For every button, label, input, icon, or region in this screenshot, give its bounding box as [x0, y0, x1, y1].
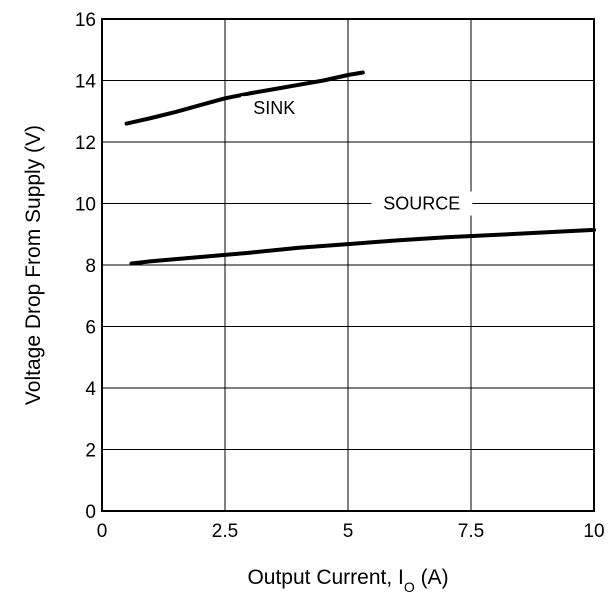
- grid: [101, 18, 595, 512]
- y-tick-label: 8: [85, 256, 96, 277]
- x-tick-label: 5: [343, 521, 354, 542]
- y-tick-labels: 0 2 4 6 8 10 12 14 16: [75, 10, 97, 523]
- y-tick-label: 16: [75, 10, 96, 31]
- plot-frame: [101, 18, 595, 512]
- y-tick-label: 0: [85, 502, 96, 523]
- series-label-source: SOURCE: [383, 194, 460, 214]
- x-tick-label: 7.5: [458, 521, 484, 542]
- x-axis-label: Output Current, IO (A): [247, 566, 448, 595]
- y-tick-label: 14: [75, 72, 97, 93]
- x-tick-labels: 0 2.5 5 7.5 10: [97, 521, 605, 542]
- x-tick-label: 2.5: [212, 521, 238, 542]
- y-tick-label: 6: [85, 318, 96, 339]
- y-tick-label: 2: [85, 441, 96, 462]
- series-label-background: [241, 96, 308, 121]
- x-tick-label: 10: [583, 521, 604, 542]
- y-tick-label: 4: [85, 379, 96, 400]
- series-label-background: [371, 191, 473, 216]
- y-tick-label: 12: [75, 133, 96, 154]
- y-tick-label: 10: [75, 195, 96, 216]
- series-line-sink: [124, 70, 365, 126]
- series-line-source: [129, 227, 596, 266]
- x-tick-label: 0: [97, 521, 108, 542]
- series-label-sink: SINK: [253, 98, 295, 118]
- series-layer: SINK SOURCE: [124, 70, 596, 266]
- y-axis-label: Voltage Drop From Supply (V): [22, 125, 45, 405]
